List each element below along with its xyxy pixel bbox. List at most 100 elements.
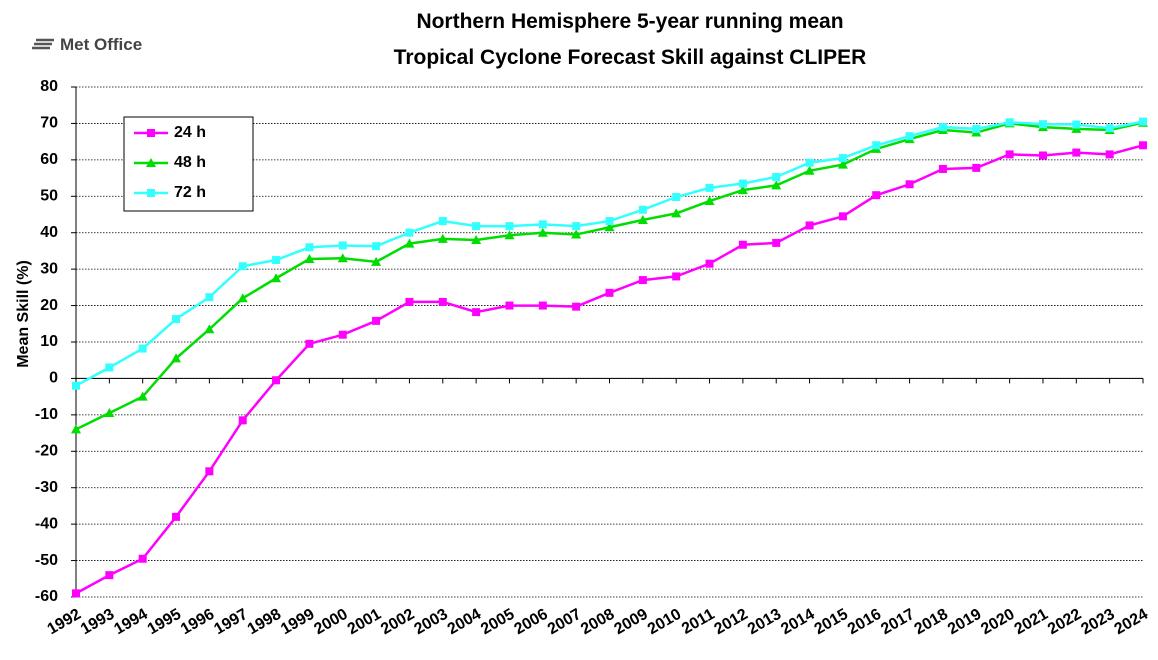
point [604,222,615,232]
y-axis-label: Mean Skill (%) [15,260,32,368]
x-tick-label: 1993 [78,606,117,639]
point [438,297,447,306]
x-tick-label: 2002 [378,606,417,639]
y-tick-label: 70 [40,115,58,132]
point [71,424,81,434]
point [672,193,681,202]
point [638,205,647,214]
point [205,293,214,302]
point [572,222,581,231]
x-tick-label: 2015 [812,606,851,639]
x-tick-label: 1996 [178,606,217,639]
point [837,159,848,169]
x-tick-label: 2001 [345,606,384,639]
point [738,240,747,249]
y-tick-label: 50 [40,188,58,205]
x-tick-label: 1999 [278,606,317,639]
point [1038,151,1047,160]
y-tick-label: 10 [40,333,58,350]
point [1005,150,1014,159]
point [237,293,248,303]
x-tick-label: 2018 [912,606,951,639]
point [147,129,155,137]
point [571,229,582,239]
x-tick-label: 2008 [578,606,617,639]
point [72,381,80,390]
point [972,163,981,172]
point [105,363,114,372]
legend-label: 72 h [174,184,206,201]
point [238,416,247,425]
point [372,242,381,251]
point [504,230,515,240]
point [638,276,647,285]
point [238,262,247,271]
point [1072,120,1081,129]
point [404,238,415,248]
point [738,179,747,188]
point [972,124,981,133]
point [405,228,414,237]
point [137,391,148,401]
point [772,238,781,247]
point [704,196,715,206]
point [605,217,614,226]
chart-subtitle: Tropical Cyclone Forecast Skill against … [394,46,867,69]
point [905,180,914,189]
point [538,220,547,229]
point [805,158,814,167]
point [804,165,815,175]
point [172,315,181,324]
point [872,191,881,200]
point [138,344,147,353]
point [1139,117,1147,126]
x-tick-label: 2009 [612,606,651,639]
series-line [75,144,1144,595]
chart-title: Northern Hemisphere 5-year running mean [416,10,843,33]
point [371,256,382,266]
point [272,256,281,265]
y-tick-label: 40 [40,224,58,241]
point [472,222,481,231]
point [1139,141,1147,150]
point [438,217,447,226]
point [138,554,147,563]
point [471,235,482,244]
y-tick-label: 80 [40,78,58,95]
point [146,158,156,167]
x-tick-label: 2000 [311,606,350,639]
point [72,589,80,598]
x-tick-label: 2014 [778,606,817,639]
x-tick-label: 2011 [679,606,718,638]
point [705,183,714,192]
point [405,297,414,306]
x-tick-label: 2007 [545,606,584,639]
y-tick-label: -30 [35,479,58,496]
legend: 24 h 48 h 72 h [123,116,254,212]
x-tick-label: 2022 [1045,606,1084,639]
x-tick-label: 2023 [1078,606,1117,639]
point [505,222,514,231]
point [538,301,547,310]
point [1105,150,1114,159]
y-tick-label: 60 [40,151,58,168]
point [737,185,748,195]
point [104,408,115,418]
x-tick-label: 2013 [745,606,784,639]
point [671,208,682,218]
x-tick-label: 2019 [945,606,984,639]
x-tick-label: 1997 [211,606,250,639]
point [437,233,448,243]
point [305,243,314,252]
series [72,117,1147,390]
point [172,512,181,521]
point [372,316,381,325]
y-tick-label: -60 [35,588,58,605]
point [337,253,348,263]
y-tick-label: -40 [35,515,58,532]
y-tick-label: 30 [40,260,58,277]
x-tick-label: 2012 [712,606,751,639]
point [805,221,814,230]
logo: Met Office [32,35,142,54]
